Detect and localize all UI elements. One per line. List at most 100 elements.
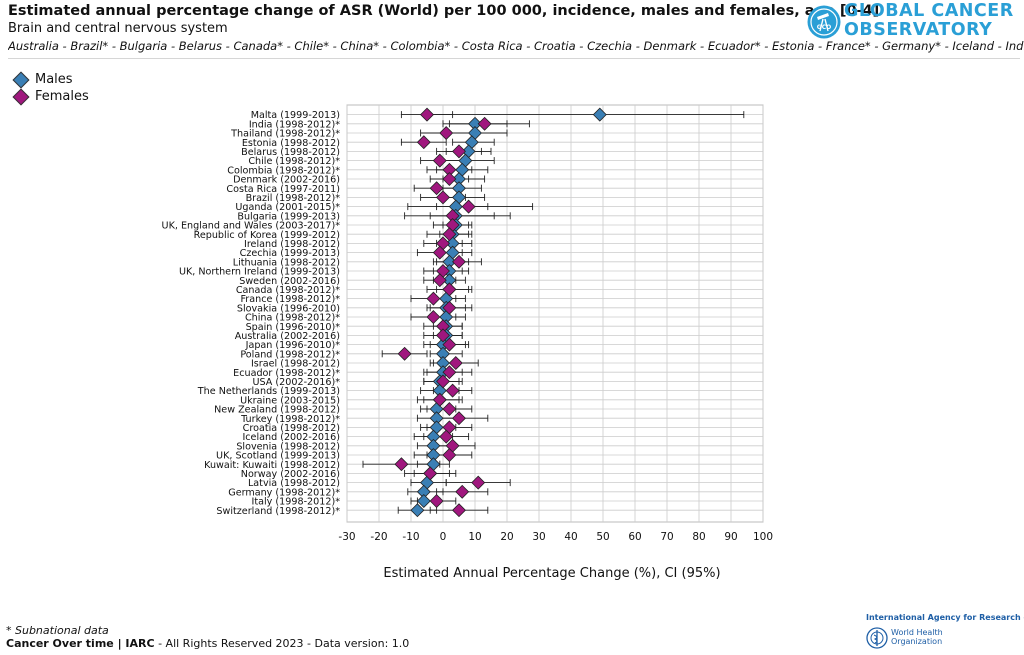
legend-item-females[interactable]: Females — [12, 88, 89, 105]
point-males — [416, 494, 431, 508]
header-divider — [8, 58, 1020, 59]
x-tick-label: 50 — [596, 531, 609, 543]
point-females — [452, 144, 466, 159]
category-label: Croatia (1998-2012) — [243, 423, 340, 434]
category-label: Uganda (2001-2015)* — [235, 202, 340, 213]
category-label: UK, Scotland (1999-2013) — [216, 451, 340, 462]
point-females — [461, 199, 476, 214]
who-logo-text[interactable]: World Health Organization — [891, 628, 943, 646]
x-tick-label: 30 — [532, 531, 545, 543]
category-label: Norway (2002-2016) — [241, 469, 340, 480]
category-label: Malta (1999-2013) — [251, 110, 340, 121]
x-tick-label: -10 — [402, 531, 419, 543]
point-females — [452, 503, 466, 518]
point-females — [432, 153, 447, 168]
footnote: * Subnational data — [6, 624, 109, 637]
category-label: Poland (1998-2012)* — [240, 349, 340, 360]
x-tick-label: 10 — [468, 531, 481, 543]
point-females — [445, 383, 460, 398]
category-label: Germany (1998-2012)* — [228, 487, 340, 498]
category-label: Ecuador (1998-2012)* — [233, 368, 340, 379]
x-axis-label: Estimated Annual Percentage Change (%), … — [383, 566, 720, 581]
gco-wordmark-line1: GLOBAL CANCER — [844, 1, 1014, 21]
x-tick-label: 40 — [564, 531, 577, 543]
category-label: USA (2002-2016)* — [253, 377, 341, 388]
category-label: UK, Northern Ireland (1999-2013) — [179, 267, 340, 278]
category-label: Czechia (1999-2013) — [240, 248, 340, 259]
legend-item-males[interactable]: Males — [12, 71, 73, 88]
category-label: Estonia (1998-2012) — [242, 138, 340, 149]
point-females — [471, 475, 486, 490]
category-label: Japan (1996-2010)* — [245, 340, 341, 351]
category-label: Kuwait: Kuwaiti (1998-2012) — [204, 460, 340, 471]
point-females — [394, 457, 409, 472]
point-females — [423, 466, 438, 481]
gco-logo-icon[interactable]: GCO — [806, 4, 842, 40]
point-females — [397, 346, 412, 361]
x-tick-label: 90 — [724, 531, 737, 543]
point-females — [429, 494, 444, 508]
point-females — [448, 356, 463, 370]
point-females — [442, 172, 457, 186]
category-label: Ireland (1998-2012) — [244, 239, 340, 250]
point-females — [439, 429, 454, 444]
category-label: Costa Rica (1997-2011) — [226, 184, 340, 195]
legend-males-label: Males — [35, 72, 73, 87]
point-females — [442, 365, 457, 380]
category-label: Sweden (2002-2016) — [239, 276, 340, 287]
plot-area — [346, 104, 764, 523]
category-label: Canada (1998-2012)* — [236, 285, 340, 296]
x-tick-label: 20 — [500, 531, 513, 543]
point-females — [436, 328, 450, 343]
category-label: New Zealand (1998-2012) — [214, 405, 340, 416]
category-label: Australia (2002-2016) — [235, 331, 340, 342]
category-label: Belarus (1998-2012) — [241, 147, 340, 158]
who-emblem-icon[interactable] — [866, 627, 888, 649]
category-label: Israel (1998-2012) — [251, 359, 340, 370]
x-tick-label: 70 — [660, 531, 673, 543]
category-label: Chile (1998-2012)* — [248, 156, 340, 167]
point-females — [442, 448, 457, 462]
x-tick-label: -20 — [370, 531, 387, 543]
category-label: Lithuania (1998-2012) — [233, 257, 340, 268]
category-label: Iceland (2002-2016) — [242, 432, 340, 443]
x-tick-label: 100 — [753, 531, 773, 543]
point-females — [426, 291, 441, 306]
gco-wordmark[interactable]: GLOBAL CANCER OBSERVATORY — [844, 2, 1014, 40]
category-label: Switzerland (1998-2012)* — [216, 506, 340, 517]
category-label: India (1998-2012)* — [249, 119, 340, 130]
point-females — [442, 282, 457, 297]
x-tick-label: 80 — [692, 531, 705, 543]
category-label: Turkey (1998-2012)* — [240, 414, 340, 425]
point-females — [432, 392, 447, 407]
point-females — [442, 300, 457, 315]
point-females — [432, 245, 447, 260]
category-label: France (1998-2012)* — [240, 294, 340, 305]
gco-wordmark-line2: OBSERVATORY — [844, 20, 993, 40]
point-females — [420, 107, 434, 122]
point-females — [452, 411, 466, 426]
page-subtitle: Brain and central nervous system — [8, 21, 228, 36]
credit-bold: Cancer Over time | IARC — [6, 637, 155, 650]
category-label: Slovenia (1998-2012) — [236, 441, 340, 452]
forest-plot: -30 -20 -10 0 10 20 30 40 50 60 70 80 90 100 Estimated… — [162, 104, 773, 581]
iarc-logo-text[interactable]: International Agency for Research on Can… — [866, 613, 1024, 622]
category-label: Bulgaria (1999-2013) — [237, 211, 340, 222]
credit-line: Cancer Over time | IARC - All Rights Res… — [6, 637, 409, 650]
point-females — [436, 374, 450, 389]
point-females — [439, 126, 454, 140]
credit-rest: - All Rights Reserved 2023 - Data versio… — [154, 637, 410, 650]
category-label: Thailand (1998-2012)* — [230, 129, 340, 140]
category-label: Italy (1998-2012)* — [252, 497, 341, 508]
who-line2: Organization — [891, 637, 943, 646]
legend-females-label: Females — [35, 89, 89, 104]
x-tick-label: 60 — [628, 531, 641, 543]
x-tick-label: -30 — [338, 531, 355, 543]
category-label: Republic of Korea (1999-2012) — [194, 230, 340, 241]
point-females — [436, 190, 450, 205]
point-females — [426, 310, 441, 324]
who-line1: World Health — [891, 628, 943, 637]
point-females — [429, 181, 444, 196]
category-label: The Netherlands (1999-2013) — [197, 386, 340, 397]
point-females — [442, 337, 457, 352]
